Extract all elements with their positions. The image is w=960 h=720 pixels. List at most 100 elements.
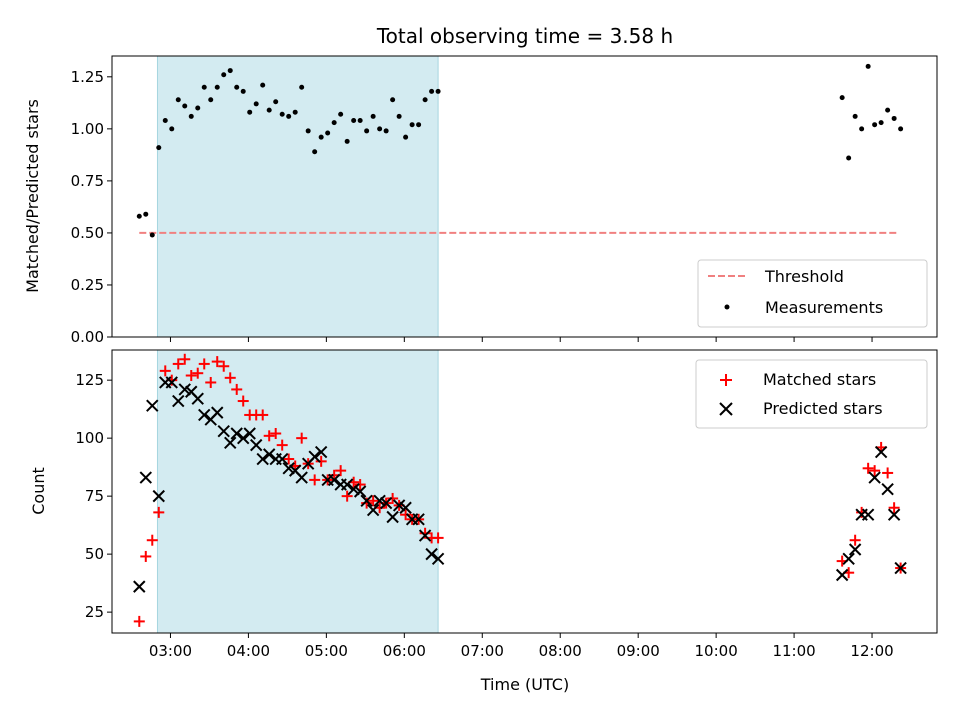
measurement-point bbox=[188, 113, 194, 119]
measurement-point bbox=[377, 126, 383, 132]
matched-star-point bbox=[231, 383, 243, 395]
predicted-star-point bbox=[874, 445, 888, 459]
predicted-star-point bbox=[172, 394, 185, 408]
matched-star-point bbox=[185, 370, 197, 382]
matched-legend-swatch bbox=[720, 374, 732, 386]
predicted-star-point bbox=[366, 503, 380, 517]
matched-star-point bbox=[400, 509, 412, 521]
measurement-point bbox=[846, 155, 852, 161]
ratio-legend: Threshold Measurements bbox=[697, 259, 928, 328]
measurement-point bbox=[201, 84, 207, 90]
x-tick-label: 10:00 bbox=[695, 642, 738, 660]
measurement-point bbox=[872, 122, 878, 128]
matched-star-point bbox=[849, 534, 861, 546]
measurement-point bbox=[195, 105, 201, 111]
matched-star-point bbox=[172, 358, 184, 370]
measurement-point bbox=[859, 126, 865, 132]
measurement-point bbox=[318, 134, 324, 140]
predicted-star-point bbox=[165, 376, 178, 389]
top-y-tick-label: 0.25 bbox=[71, 276, 104, 294]
top-y-tick-label: 0.75 bbox=[71, 172, 104, 190]
bot-shaded-interval bbox=[156, 349, 439, 634]
matched-star-point bbox=[276, 439, 288, 451]
bot-y-tick-label: 50 bbox=[85, 545, 104, 563]
measurement-point bbox=[435, 88, 441, 94]
matched-star-point bbox=[367, 495, 379, 507]
bot-y-tick-label: 25 bbox=[85, 603, 104, 621]
predicted-star-point bbox=[399, 501, 412, 514]
matched-star-point bbox=[146, 534, 158, 546]
predicted-star-point bbox=[133, 580, 146, 593]
legend-entry-measurements: Measurements bbox=[765, 298, 883, 317]
chart-title: Total observing time = 3.58 h bbox=[376, 24, 673, 48]
count-legend: Matched stars Predicted stars bbox=[695, 359, 928, 429]
predicted-star-point bbox=[340, 478, 354, 491]
predicted-star-point bbox=[360, 494, 373, 507]
matched-star-point bbox=[211, 356, 223, 368]
predicted-star-point bbox=[191, 392, 204, 405]
ratio-panel-frame bbox=[111, 55, 938, 338]
predicted-star-point bbox=[327, 473, 341, 487]
x-tick-label: 07:00 bbox=[461, 642, 504, 660]
predicted-star-point bbox=[835, 568, 849, 582]
predicted-star-point bbox=[386, 510, 399, 524]
measurement-point bbox=[409, 122, 415, 128]
predicted-star-point bbox=[308, 450, 321, 463]
predicted-star-point bbox=[894, 561, 907, 575]
predicted-star-point bbox=[881, 482, 894, 496]
predicted-star-point bbox=[237, 431, 250, 445]
matched-star-point bbox=[309, 474, 321, 486]
measurement-point bbox=[286, 113, 292, 119]
matched-star-point bbox=[192, 367, 204, 379]
predicted-star-point bbox=[412, 513, 425, 526]
x-tick-label: 04:00 bbox=[227, 642, 270, 660]
x-tick-label: 06:00 bbox=[383, 642, 426, 660]
matched-star-point bbox=[335, 465, 347, 477]
measurement-point bbox=[247, 109, 253, 115]
measurement-point bbox=[240, 88, 246, 94]
predicted-star-point bbox=[347, 482, 360, 496]
matched-star-point bbox=[263, 430, 275, 442]
matched-star-point bbox=[198, 358, 210, 370]
predicted-star-point bbox=[224, 436, 237, 449]
measurement-point bbox=[299, 84, 305, 90]
matched-star-point bbox=[179, 353, 191, 365]
measurement-point bbox=[331, 120, 337, 126]
x-tick-label: 03:00 bbox=[149, 642, 192, 660]
matched-star-point bbox=[237, 395, 249, 407]
predicted-star-point bbox=[282, 462, 295, 475]
matched-star-point bbox=[296, 432, 308, 444]
x-tick-label: 05:00 bbox=[305, 642, 348, 660]
matched-star-point bbox=[862, 462, 874, 474]
measurement-point bbox=[403, 134, 409, 140]
matched-star-point bbox=[283, 453, 295, 465]
bot-y-tick-label: 100 bbox=[75, 429, 104, 447]
count-y-axis-label: Count bbox=[29, 467, 48, 515]
predicted-star-point bbox=[842, 552, 855, 565]
matched-star-point bbox=[257, 409, 269, 421]
predicted-star-point bbox=[243, 427, 256, 440]
measurement-point bbox=[416, 122, 422, 128]
x-axis-label: Time (UTC) bbox=[480, 675, 569, 694]
measurement-point bbox=[149, 232, 155, 238]
measurement-point bbox=[260, 82, 266, 88]
ratio-y-axis-label: Matched/Predicted stars bbox=[23, 99, 42, 293]
matched-star-point bbox=[133, 615, 145, 627]
measurement-point bbox=[208, 97, 214, 103]
count-panel-frame bbox=[111, 349, 938, 634]
predicted-star-point bbox=[211, 406, 224, 419]
matched-star-point bbox=[341, 490, 353, 502]
measurement-point bbox=[253, 101, 259, 107]
measurement-point bbox=[143, 211, 149, 217]
measurement-point bbox=[156, 145, 162, 151]
measurement-point bbox=[852, 113, 858, 119]
measurement-point bbox=[383, 128, 389, 134]
matched-star-point bbox=[888, 502, 900, 514]
predicted-star-point bbox=[198, 408, 211, 422]
top-y-tick-label: 0.50 bbox=[71, 224, 104, 242]
measurement-point bbox=[429, 88, 435, 94]
predicted-star-point bbox=[848, 543, 862, 556]
measurement-point bbox=[898, 126, 904, 132]
measurement-point bbox=[865, 63, 871, 69]
measurement-point bbox=[169, 126, 175, 132]
